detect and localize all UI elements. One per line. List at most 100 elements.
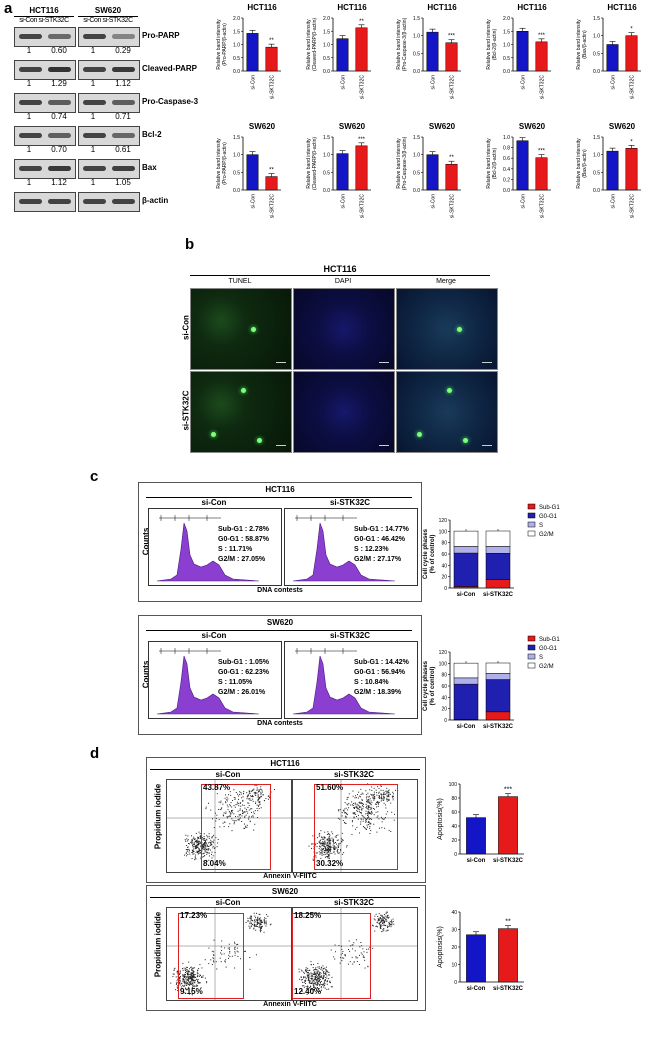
event-dot: [221, 953, 223, 955]
event-dot: [388, 916, 390, 918]
event-dot: [307, 986, 309, 988]
event-dot: [241, 809, 243, 811]
event-dot: [191, 975, 193, 977]
event-dot: [217, 838, 219, 840]
event-dot: [371, 810, 373, 812]
event-dot: [207, 836, 209, 838]
event-dot: [198, 851, 200, 853]
event-dot: [244, 811, 246, 813]
event-dot: [313, 981, 315, 983]
event-dot: [303, 971, 305, 973]
event-dot: [382, 921, 384, 923]
event-dot: [362, 806, 364, 808]
event-dot: [366, 794, 368, 796]
event-dot: [208, 802, 210, 804]
event-dot: [228, 943, 230, 945]
event-dot: [351, 804, 353, 806]
event-dot: [270, 923, 272, 925]
event-dot: [194, 845, 196, 847]
event-dot: [362, 820, 364, 822]
event-dot: [324, 850, 326, 852]
event-dot: [206, 981, 208, 983]
event-dot: [313, 856, 315, 858]
event-dot: [188, 974, 190, 976]
event-dot: [386, 793, 388, 795]
y-tick-label: 1.5: [323, 29, 330, 35]
event-dot: [243, 827, 245, 829]
stacked-segment: [485, 530, 511, 547]
event-dot: [307, 978, 309, 980]
event-dot: [386, 920, 388, 922]
legend-swatch: [527, 503, 536, 510]
event-dot: [191, 969, 193, 971]
event-dot: [215, 820, 217, 822]
event-dot: [357, 810, 359, 812]
band-ratio-value: 1.29: [51, 79, 67, 88]
event-dot: [256, 787, 258, 789]
scale-bar: [482, 362, 492, 363]
event-dot: [182, 978, 184, 980]
histogram-area: [292, 522, 396, 582]
event-dot: [243, 804, 245, 806]
event-dot: [206, 835, 208, 837]
event-dot: [354, 950, 356, 952]
legend-label: S: [539, 523, 543, 529]
event-dot: [254, 924, 256, 926]
event-dot: [328, 845, 330, 847]
band-ratio-value: 0.61: [115, 145, 131, 154]
event-dot: [247, 917, 249, 919]
event-dot: [380, 920, 382, 922]
event-dot: [374, 930, 376, 932]
event-dot: [203, 848, 205, 850]
event-dot: [325, 849, 327, 851]
event-dot: [353, 817, 355, 819]
event-dot: [328, 857, 330, 859]
event-dot: [361, 953, 363, 955]
legend-swatch: [527, 512, 536, 519]
event-dot: [183, 976, 185, 978]
event-dot: [308, 982, 310, 984]
event-dot: [386, 791, 388, 793]
legend-swatch: [527, 635, 536, 642]
event-dot: [383, 920, 385, 922]
event-dot: [228, 954, 230, 956]
event-dot: [195, 840, 197, 842]
event-dot: [333, 846, 335, 848]
event-dot: [229, 804, 231, 806]
event-dot: [197, 840, 199, 842]
event-dot: [192, 853, 194, 855]
event-dot: [319, 842, 321, 844]
event-dot: [381, 821, 383, 823]
event-dot: [369, 803, 371, 805]
event-dot: [250, 922, 252, 924]
blot-protein-label: Bcl-2: [142, 130, 162, 139]
event-dot: [385, 911, 387, 913]
phase-percentage: G2/M : 26.01%: [218, 689, 266, 696]
event-dot: [243, 828, 245, 830]
event-dot: [212, 847, 214, 849]
event-dot: [224, 821, 226, 823]
event-dot: [357, 807, 359, 809]
event-dot: [367, 813, 369, 815]
event-dot: [187, 976, 189, 978]
event-dot: [321, 845, 323, 847]
event-dot: [185, 852, 187, 854]
event-dot: [384, 827, 386, 829]
event-dot: [380, 793, 382, 795]
event-dot: [191, 972, 193, 974]
event-dot: [303, 986, 305, 988]
event-dot: [246, 826, 248, 828]
event-dot: [178, 973, 180, 975]
event-dot: [381, 918, 383, 920]
event-dot: [177, 987, 179, 989]
event-dot: [381, 918, 383, 920]
event-dot: [380, 921, 382, 923]
event-dot: [373, 787, 375, 789]
x-category-label: si-STK32C: [483, 592, 514, 598]
event-dot: [344, 815, 346, 817]
event-dot: [243, 791, 245, 793]
event-dot: [325, 973, 327, 975]
dna-histogram: [284, 508, 418, 586]
event-dot: [356, 794, 358, 796]
y-label-line: (Bcl-2/β-actin): [492, 29, 498, 61]
